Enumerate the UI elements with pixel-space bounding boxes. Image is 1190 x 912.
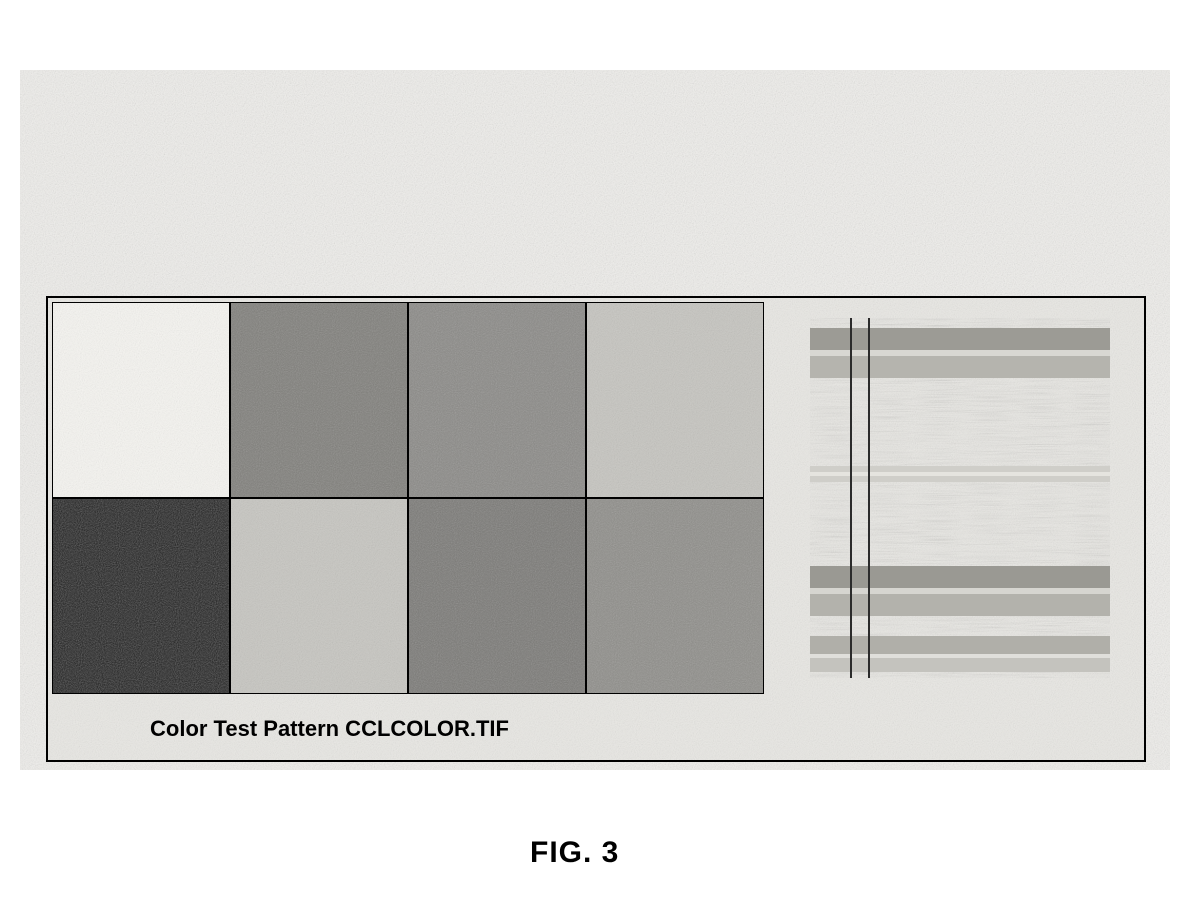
- swatch-1-3: [586, 498, 764, 694]
- swatch-1-0: [52, 498, 230, 694]
- bar-group-1: [810, 466, 1110, 482]
- swatch-0-1: [230, 302, 408, 498]
- figure-label: FIG. 3: [530, 836, 619, 870]
- swatch-1-2: [408, 498, 586, 694]
- bar-2-2: [810, 594, 1110, 616]
- color-swatch-grid: [52, 302, 764, 694]
- vertical-line-1: [868, 318, 870, 678]
- swatch-1-1: [230, 498, 408, 694]
- bar-3-2: [810, 658, 1110, 672]
- swatch-0-3: [586, 302, 764, 498]
- bar-0-2: [810, 356, 1110, 378]
- test-bars-region: [810, 318, 1110, 678]
- bar-group-2: [810, 566, 1110, 616]
- bar-3-0: [810, 636, 1110, 654]
- caption-text: Color Test Pattern CCLCOLOR.TIF: [150, 716, 509, 742]
- bar-2-0: [810, 566, 1110, 588]
- figure-canvas: Color Test Pattern CCLCOLOR.TIF FIG. 3: [0, 0, 1190, 912]
- swatch-0-0: [52, 302, 230, 498]
- bar-1-2: [810, 476, 1110, 482]
- bar-0-0: [810, 328, 1110, 350]
- vertical-line-0: [850, 318, 852, 678]
- swatch-0-2: [408, 302, 586, 498]
- bar-group-0: [810, 328, 1110, 378]
- bar-group-3: [810, 636, 1110, 672]
